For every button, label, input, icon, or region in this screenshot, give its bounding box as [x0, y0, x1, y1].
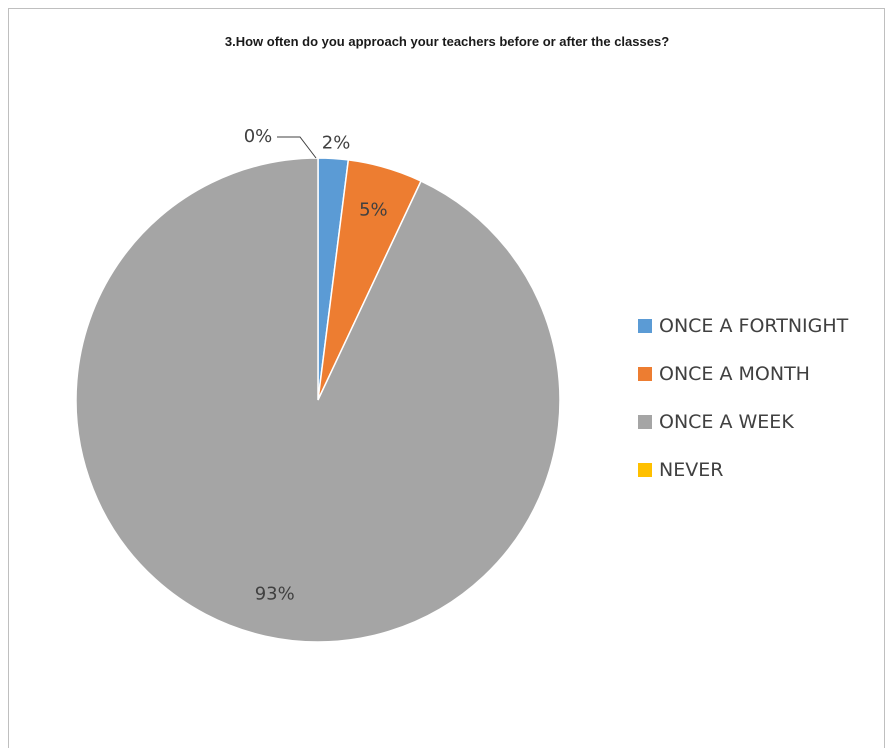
legend-swatch-once-a-month — [638, 367, 652, 381]
legend-label-once-a-week: ONCE A WEEK — [659, 411, 794, 433]
legend-label-once-a-fortnight: ONCE A FORTNIGHT — [659, 315, 849, 337]
legend-swatch-once-a-week — [638, 415, 652, 429]
legend-swatch-never — [638, 463, 652, 477]
legend-item-once-a-fortnight: ONCE A FORTNIGHT — [638, 315, 848, 363]
data-label-never: 0% — [244, 126, 273, 147]
chart-title: 3.How often do you approach your teacher… — [224, 34, 670, 49]
data-label-once-a-month: 5% — [359, 199, 388, 220]
legend-label-never: NEVER — [659, 459, 724, 481]
legend-item-once-a-week: ONCE A WEEK — [638, 411, 848, 459]
chart-legend: ONCE A FORTNIGHT ONCE A MONTH ONCE A WEEK N… — [638, 315, 848, 507]
data-label-once-a-week: 93% — [255, 584, 295, 605]
legend-item-once-a-month: ONCE A MONTH — [638, 363, 848, 411]
legend-swatch-once-a-fortnight — [638, 319, 652, 333]
pie-slice-once-a-week — [75, 157, 561, 643]
data-label-once-a-fortnight: 2% — [322, 133, 351, 154]
legend-item-never: NEVER — [638, 459, 848, 507]
leader-line-never — [277, 136, 317, 159]
legend-label-once-a-month: ONCE A MONTH — [659, 363, 810, 385]
